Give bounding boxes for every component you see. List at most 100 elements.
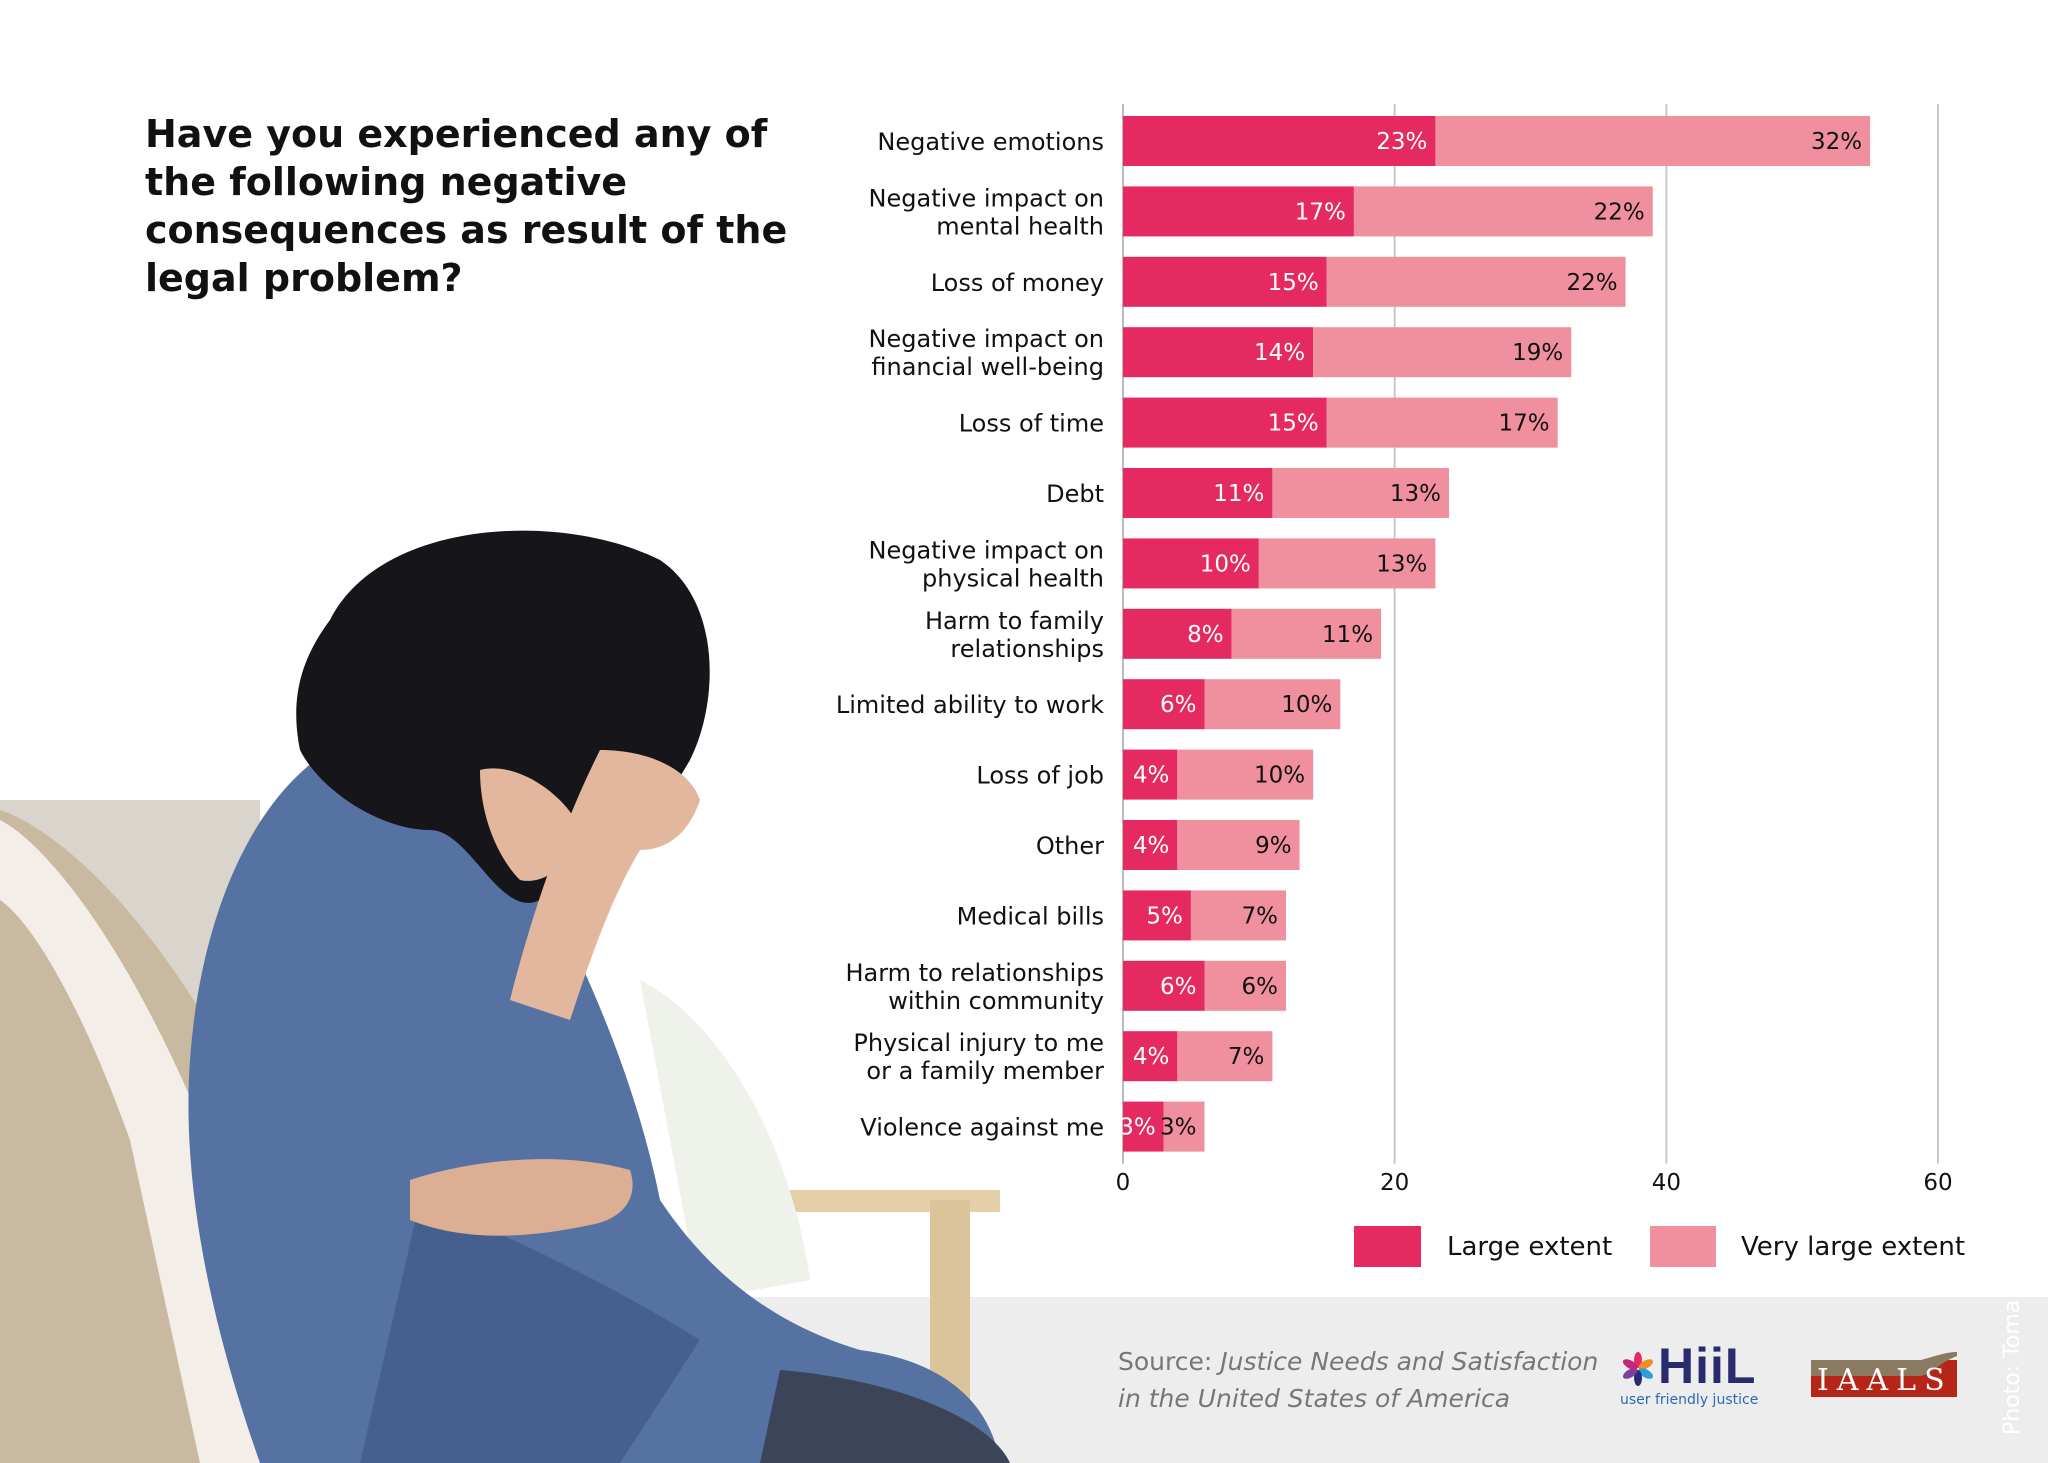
- bar-value-label: 22%: [1566, 270, 1617, 296]
- bar-value-label: 4%: [1133, 1044, 1170, 1070]
- category-label: Harm to relationships within community: [845, 959, 1104, 1015]
- category-label-line: physical health: [922, 564, 1104, 592]
- bar-value-label: 3%: [1119, 1115, 1156, 1141]
- bar-segment-very-large-extent: [1190, 890, 1286, 941]
- category-label: Loss of time: [959, 410, 1104, 438]
- x-tick-label: 20: [1380, 1170, 1409, 1196]
- category-label-line: mental health: [936, 212, 1104, 240]
- legend-swatch-large-extent: [1354, 1226, 1421, 1267]
- x-tick-label: 60: [1923, 1170, 1952, 1196]
- photo-folded-hands: [410, 1159, 633, 1236]
- bar-segment-large-extent: [1123, 327, 1314, 378]
- photo-pillow-lace: [0, 820, 270, 1463]
- bar-value-label: 22%: [1594, 199, 1645, 225]
- bar-value-label: 6%: [1160, 974, 1197, 1000]
- bar-segment-very-large-extent: [1313, 327, 1572, 378]
- bar-value-label: 17%: [1295, 199, 1346, 225]
- photo-distressed-woman: [0, 530, 1010, 1463]
- bar-value-label: 4%: [1133, 833, 1170, 859]
- bar-segment-very-large-extent: [1272, 468, 1449, 518]
- bar-segment-large-extent: [1123, 679, 1205, 730]
- category-label: Other: [1036, 832, 1104, 860]
- bar-value-label: 7%: [1242, 903, 1279, 929]
- category-label-line: Physical injury to me: [853, 1029, 1104, 1057]
- bar-segment-large-extent: [1123, 1101, 1164, 1152]
- category-label-line: within community: [888, 987, 1104, 1015]
- source-title-line2: in the United States of America: [1118, 1384, 1511, 1413]
- bar-segment-very-large-extent: [1177, 1031, 1273, 1082]
- bar-value-label: 6%: [1160, 692, 1197, 718]
- category-label: Negative impact on financial well-being: [869, 325, 1104, 381]
- bar-segment-large-extent: [1123, 256, 1327, 307]
- bar-segment-large-extent: [1123, 960, 1205, 1011]
- bar-value-label: 5%: [1146, 903, 1183, 929]
- bar-segment-very-large-extent: [1258, 538, 1436, 589]
- bar-value-label: 13%: [1390, 481, 1441, 507]
- category-label-line: Negative emotions: [877, 128, 1104, 156]
- bar-segment-very-large-extent: [1326, 397, 1558, 448]
- legend-label-very-large-extent: Very large extent: [1741, 1232, 1965, 1262]
- x-axis-ticks: 0 20 40 60: [1116, 1170, 1953, 1196]
- bar-value-label: 15%: [1268, 270, 1319, 296]
- bar-value-label: 17%: [1499, 411, 1550, 437]
- bar-segment-large-extent: [1123, 890, 1191, 941]
- bar-value-label: 3%: [1160, 1115, 1197, 1141]
- category-label-line: Negative impact on: [869, 325, 1104, 353]
- bar-segment-very-large-extent: [1204, 960, 1286, 1011]
- bar-segment-large-extent: [1123, 749, 1178, 800]
- bar-value-label: 32%: [1811, 129, 1862, 155]
- legend-label-large-extent: Large extent: [1447, 1232, 1612, 1262]
- photo-raised-arm: [510, 750, 700, 1020]
- bar-value-label: 14%: [1254, 340, 1305, 366]
- category-label: Medical bills: [957, 902, 1104, 930]
- photo-cushion-right: [640, 980, 810, 1300]
- iaals-logo: IAALS: [1811, 1352, 1957, 1397]
- bar-segment-very-large-extent: [1326, 256, 1626, 307]
- category-label: Physical injury to me or a family member: [853, 1029, 1104, 1085]
- bar-value-label: 10%: [1254, 763, 1305, 789]
- bar-value-label: 10%: [1281, 692, 1332, 718]
- category-label: Negative impact on physical health: [869, 536, 1104, 592]
- bar-segment-large-extent: [1123, 538, 1259, 589]
- bar-value-label: 11%: [1322, 622, 1373, 648]
- category-label: Debt: [1046, 480, 1104, 508]
- category-label: Negative impact on mental health: [869, 184, 1104, 240]
- bar-value-label: 7%: [1228, 1044, 1265, 1070]
- category-label-line: Negative impact on: [869, 184, 1104, 212]
- category-label-line: Loss of time: [959, 410, 1104, 438]
- bar-value-label: 6%: [1242, 974, 1279, 1000]
- hiil-flower-icon: [1622, 1352, 1654, 1386]
- category-label-line: Harm to relationships: [845, 959, 1104, 987]
- photo-body-shirt: [188, 750, 1001, 1463]
- bar-value-label: 23%: [1376, 129, 1427, 155]
- photo-face: [480, 768, 580, 881]
- bar-segment-large-extent: [1123, 1031, 1178, 1082]
- category-label-line: Harm to family: [925, 607, 1104, 635]
- bar-segment-large-extent: [1123, 397, 1327, 448]
- legend-swatch-very-large-extent: [1650, 1226, 1716, 1267]
- source-note: Source: Justice Needs and Satisfaction i…: [1118, 1343, 1598, 1417]
- bar-segment-very-large-extent: [1177, 749, 1314, 800]
- category-label: Loss of money: [931, 269, 1104, 297]
- bar-segment-large-extent: [1123, 468, 1273, 518]
- bar-value-label: 8%: [1187, 622, 1224, 648]
- category-label: Harm to family relationships: [925, 607, 1104, 663]
- bar-value-label: 11%: [1213, 481, 1264, 507]
- hiil-wordmark: HiiL: [1658, 1338, 1757, 1394]
- stacked-bar-chart: 23% 32% 17% 22% 15% 22% 14% 19% 15% 17% 11% 13% 10% 1…: [836, 104, 1965, 1267]
- category-label: Negative emotions: [877, 128, 1104, 156]
- source-title-line1: Justice Needs and Satisfaction: [1220, 1347, 1599, 1376]
- category-label-line: relationships: [950, 635, 1104, 663]
- bar-segment-very-large-extent: [1177, 820, 1300, 870]
- x-tick-label: 40: [1652, 1170, 1681, 1196]
- hiil-tagline: user friendly justice: [1620, 1392, 1759, 1408]
- bar-segment-very-large-extent: [1231, 608, 1382, 659]
- source-prefix: Source:: [1118, 1347, 1213, 1376]
- category-label-line: Limited ability to work: [836, 691, 1104, 719]
- bar-value-label: 10%: [1200, 551, 1251, 577]
- bar-value-label: 4%: [1133, 763, 1170, 789]
- bar-segment-large-extent: [1123, 186, 1354, 237]
- bar-segment-very-large-extent: [1163, 1101, 1205, 1152]
- category-label: Violence against me: [860, 1114, 1104, 1142]
- bar-segment-very-large-extent: [1435, 116, 1871, 166]
